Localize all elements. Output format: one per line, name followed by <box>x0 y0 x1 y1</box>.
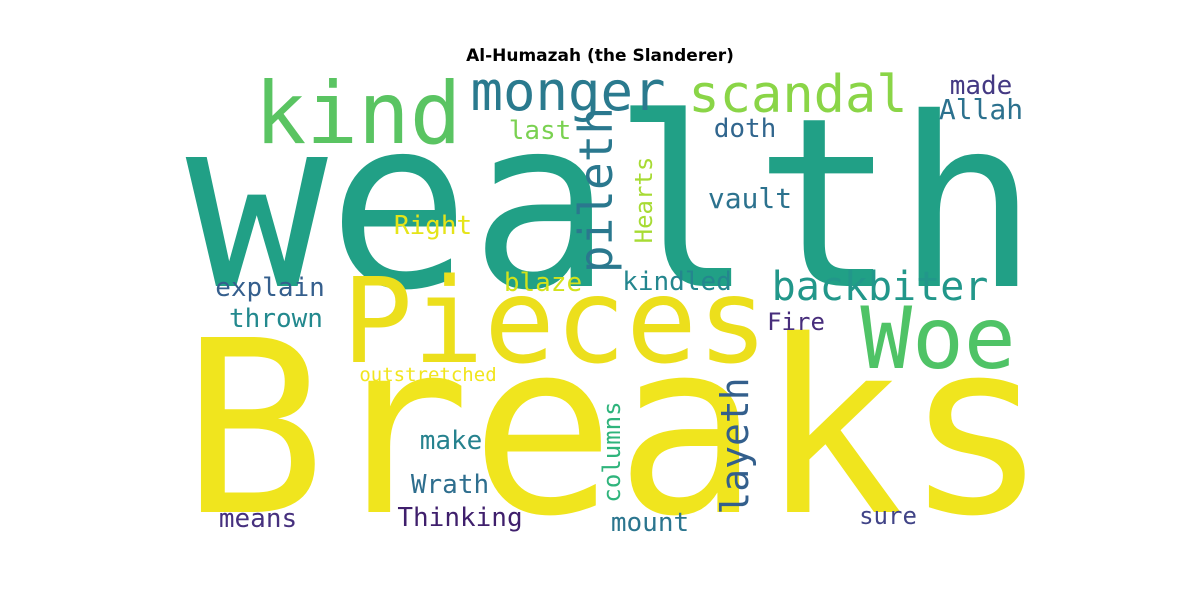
word-means: means <box>219 504 297 534</box>
word-mount: mount <box>611 508 689 538</box>
word-thinking: Thinking <box>397 503 522 533</box>
chart-title: Al-Humazah (the Slanderer) <box>466 46 734 66</box>
word-backbiter: backbiter <box>772 264 989 310</box>
word-wealth: wealth <box>186 67 1039 342</box>
word-wrath: Wrath <box>411 470 489 500</box>
word-kindled: kindled <box>622 267 732 297</box>
word-breaks: Breaks <box>182 289 1049 569</box>
word-fire: Fire <box>767 308 825 336</box>
word-thrown: thrown <box>229 304 323 334</box>
word-vault: vault <box>708 182 792 215</box>
word-last: last <box>509 116 572 146</box>
word-allah: Allah <box>939 93 1023 126</box>
word-make: make <box>420 426 483 456</box>
word-sure: sure <box>859 502 917 530</box>
word-pileth: pileth <box>569 107 623 273</box>
word-explain: explain <box>215 273 325 303</box>
word-scandal: scandal <box>688 65 907 125</box>
word-hearts: Hearts <box>630 157 658 244</box>
word-monger: monger <box>470 60 665 123</box>
word-right: Right <box>394 211 472 241</box>
word-outstretched: outstretched <box>359 364 496 386</box>
word-layeth: layeth <box>713 377 757 514</box>
word-made: made <box>950 71 1013 101</box>
word-doth: doth <box>714 114 777 144</box>
word-pieces: Pieces <box>342 252 768 390</box>
word-blaze: blaze <box>504 268 582 298</box>
word-woe: Woe <box>860 289 1015 389</box>
word-kind: kind <box>254 64 461 164</box>
word-columns: columns <box>598 401 626 502</box>
